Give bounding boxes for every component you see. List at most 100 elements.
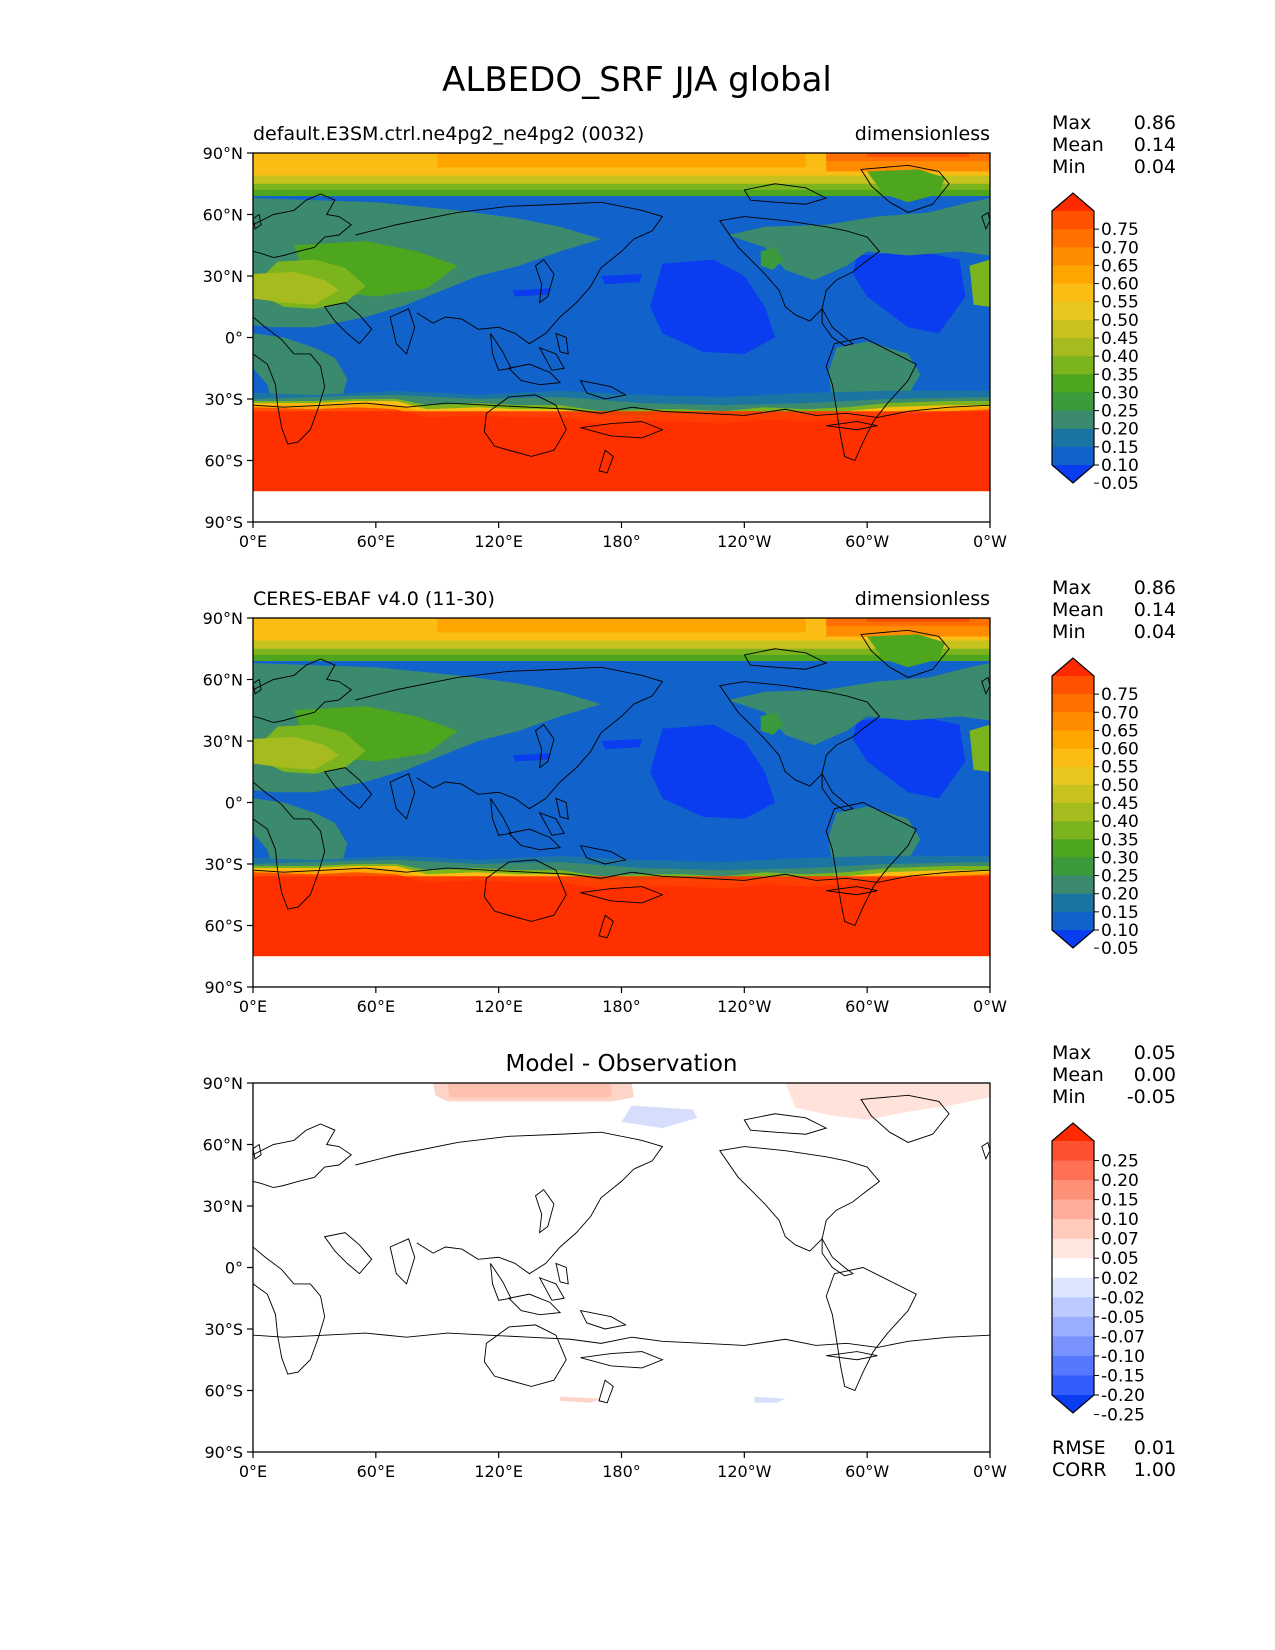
lat-tick-label: 30°S [204, 1320, 243, 1339]
colorbar: 0.250.200.150.100.070.050.02-0.02-0.05-0… [1051, 1122, 1145, 1426]
lon-tick-label: 0°E [239, 532, 267, 551]
colorbar-tick-label: 0.05 [1101, 939, 1139, 959]
colorbar-tick-label: 0.75 [1101, 685, 1139, 705]
colorbar-tick-label: 0.30 [1101, 848, 1139, 868]
panel-left-title: CERES-EBAF v4.0 (11-30) [253, 588, 495, 610]
stat-label-mean: Mean [1052, 599, 1104, 621]
lon-tick-label: 120°W [717, 997, 772, 1016]
colorbar-tick-label: 0.45 [1101, 794, 1139, 814]
stat-label-min: Min [1052, 1086, 1086, 1108]
panel-left-title: default.E3SM.ctrl.ne4pg2_ne4pg2 (0032) [253, 123, 644, 145]
lon-tick-label: 0°W [973, 997, 1007, 1016]
colorbar-tick-label: 0.60 [1101, 740, 1139, 760]
colorbar-tick-label: -0.05 [1101, 1308, 1145, 1328]
colorbar-tick-label: 0.20 [1101, 885, 1139, 905]
stat-value-min: 0.04 [1134, 156, 1176, 178]
lon-tick-label: 120°E [474, 997, 523, 1016]
panel-center-title: Model - Observation [505, 1051, 737, 1077]
stat-value-max: 0.86 [1134, 112, 1176, 134]
panel-obs: CERES-EBAF v4.0 (11-30) dimensionless 90°N… [203, 577, 1176, 1016]
rmse-label: RMSE [1052, 1437, 1106, 1459]
colorbar-tick-label: -0.10 [1101, 1347, 1145, 1367]
colorbar-tick-label: 0.55 [1101, 758, 1139, 778]
colorbar-tick-label: 0.45 [1101, 329, 1139, 349]
lat-tick-label: 60°S [204, 1382, 243, 1401]
colorbar-tick-label: 0.25 [1101, 1152, 1139, 1172]
lat-tick-label: 30°N [203, 267, 243, 286]
lon-tick-label: 60°W [845, 997, 889, 1016]
stat-value-min: -0.05 [1127, 1086, 1176, 1108]
colorbar-tick-label: 0.05 [1101, 474, 1139, 494]
colorbar-tick-label: -0.07 [1101, 1327, 1145, 1347]
colorbar-tick-label: 0.75 [1101, 220, 1139, 240]
colorbar-tick-label: 0.20 [1101, 420, 1139, 440]
stat-label-min: Min [1052, 156, 1086, 178]
lat-tick-label: 90°N [203, 1074, 243, 1093]
colorbar-tick-label: 0.50 [1101, 776, 1139, 796]
colorbar-tick-label: 0.07 [1101, 1230, 1139, 1250]
colorbar-tick-label: 0.40 [1101, 812, 1139, 832]
lon-tick-label: 0°E [239, 997, 267, 1016]
lat-tick-label: 60°N [203, 671, 243, 690]
map-field [253, 153, 990, 522]
stat-label-max: Max [1052, 577, 1091, 599]
colorbar-tick-label: 0.70 [1101, 238, 1139, 258]
stat-value-mean: 0.14 [1134, 134, 1176, 156]
lon-tick-label: 180° [602, 1462, 641, 1481]
colorbar-tick-label: -0.20 [1101, 1386, 1145, 1406]
lon-tick-label: 60°E [357, 997, 395, 1016]
colorbar-tick-label: -0.02 [1101, 1288, 1145, 1308]
colorbar-tick-label: 0.02 [1101, 1269, 1139, 1289]
lat-tick-label: 60°N [203, 206, 243, 225]
lon-tick-label: 60°W [845, 532, 889, 551]
colorbar-tick-label: 0.25 [1101, 402, 1139, 422]
lat-tick-label: 30°N [203, 732, 243, 751]
colorbar-tick-label: 0.25 [1101, 867, 1139, 887]
lon-tick-label: 0°W [973, 1462, 1007, 1481]
colorbar-tick-label: 0.15 [1101, 438, 1139, 458]
corr-value: 1.00 [1134, 1459, 1176, 1481]
colorbar-tick-label: 0.10 [1101, 1210, 1139, 1230]
panel-diff: Model - Observation 90°N 60°N 30°N 0° 30°S 60°… [203, 1042, 1176, 1481]
lat-tick-label: 0° [225, 794, 243, 813]
colorbar-tick-label: 0.35 [1101, 365, 1139, 385]
lon-tick-label: 180° [602, 532, 641, 551]
lat-tick-label: 30°N [203, 1197, 243, 1216]
lon-tick-label: 120°W [717, 1462, 772, 1481]
colorbar-tick-label: -0.25 [1101, 1406, 1145, 1426]
stat-label-mean: Mean [1052, 134, 1104, 156]
colorbar-tick-label: 0.05 [1101, 1249, 1139, 1269]
colorbar-tick-label: 0.55 [1101, 293, 1139, 313]
lat-tick-label: 90°N [203, 144, 243, 163]
stat-label-max: Max [1052, 112, 1091, 134]
lat-tick-label: 90°S [204, 513, 243, 532]
colorbar-tick-label: 0.15 [1101, 1191, 1139, 1211]
colorbar-tick-label: 0.15 [1101, 903, 1139, 923]
panel-units: dimensionless [855, 123, 990, 145]
colorbar-tick-label: -0.15 [1101, 1366, 1145, 1386]
lon-tick-label: 60°E [357, 1462, 395, 1481]
colorbar: 0.750.700.650.600.550.500.450.400.350.30… [1051, 192, 1139, 494]
colorbar-tick-label: 0.65 [1101, 256, 1139, 276]
lat-tick-label: 0° [225, 329, 243, 348]
map-field [253, 618, 990, 987]
lat-tick-label: 90°S [204, 1443, 243, 1462]
stat-label-min: Min [1052, 621, 1086, 643]
lon-tick-label: 120°E [474, 532, 523, 551]
stat-value-max: 0.86 [1134, 577, 1176, 599]
figure-title: ALBEDO_SRF JJA global [442, 60, 832, 100]
lat-tick-label: 30°S [204, 390, 243, 409]
lat-tick-label: 60°S [204, 917, 243, 936]
panel-units: dimensionless [855, 588, 990, 610]
lon-tick-label: 0°E [239, 1462, 267, 1481]
stat-value-min: 0.04 [1134, 621, 1176, 643]
map-field [253, 1083, 990, 1452]
rmse-value: 0.01 [1134, 1437, 1176, 1459]
lat-tick-label: 60°S [204, 452, 243, 471]
corr-label: CORR [1052, 1459, 1107, 1481]
stat-label-mean: Mean [1052, 1064, 1104, 1086]
lat-tick-label: 0° [225, 1259, 243, 1278]
stat-value-mean: 0.14 [1134, 599, 1176, 621]
stat-value-max: 0.05 [1134, 1042, 1176, 1064]
